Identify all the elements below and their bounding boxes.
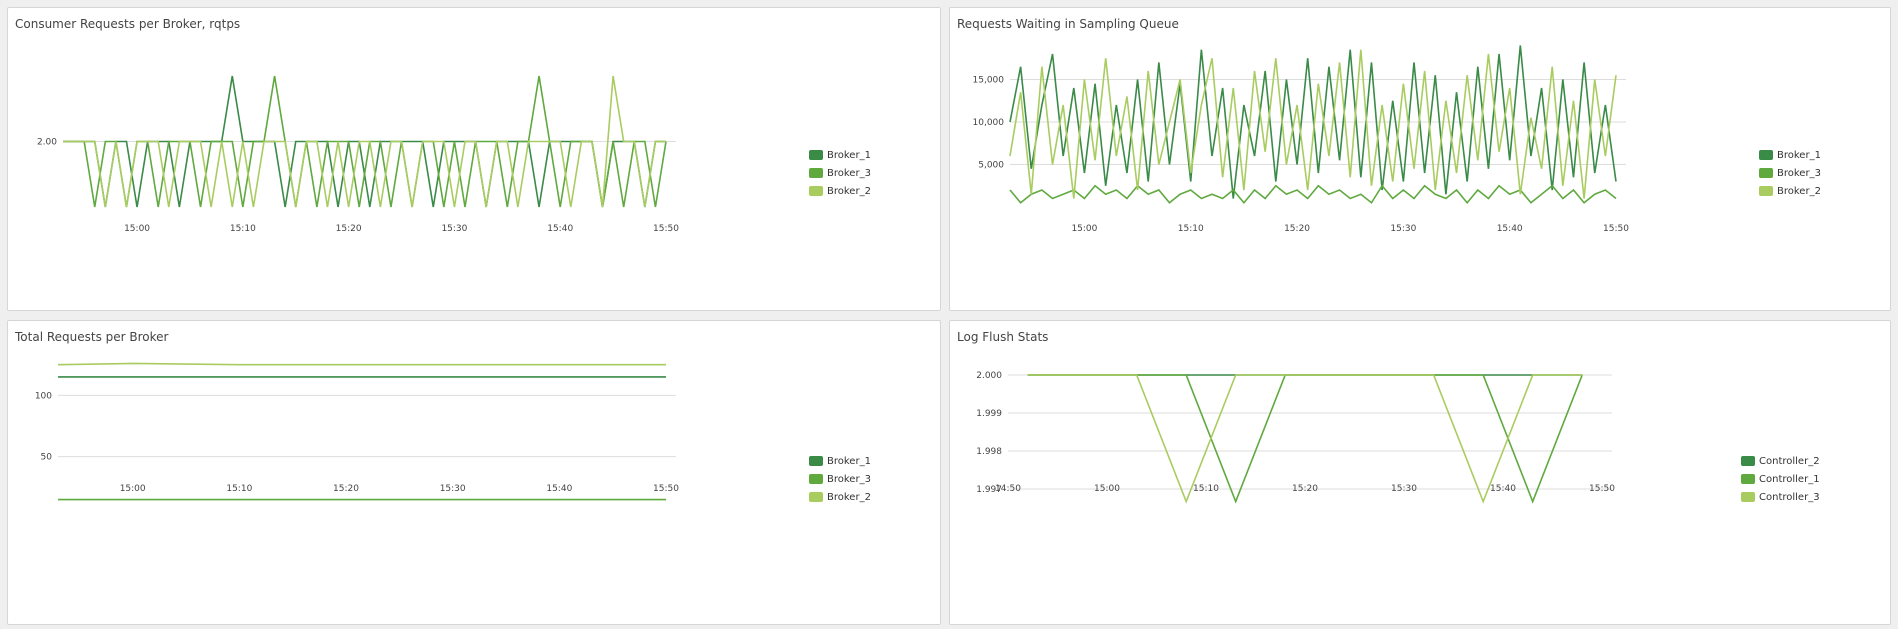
legend: Broker_1 Broker_3 Broker_2 xyxy=(809,452,871,506)
y-tick-label: 1.998 xyxy=(976,447,1002,457)
legend-swatch xyxy=(1759,150,1773,160)
legend-item[interactable]: Broker_2 xyxy=(1759,182,1821,200)
chart-total-requests: 50 100 15:00 15:10 15:20 15:30 15:40 15:50 xyxy=(35,362,679,501)
x-tick-label: 15:20 xyxy=(1292,484,1318,494)
legend-item[interactable]: Broker_1 xyxy=(809,452,871,470)
x-tick-label: 15:00 xyxy=(124,224,150,234)
legend-swatch xyxy=(809,492,823,502)
series-line-broker_1 xyxy=(63,75,666,208)
y-tick-label: 2.00 xyxy=(37,138,57,148)
x-tick-label: 15:10 xyxy=(230,224,256,234)
x-tick-label: 15:10 xyxy=(1193,484,1219,494)
x-tick-label: 15:30 xyxy=(1390,224,1416,234)
y-tick-label: 1.997 xyxy=(976,485,1002,495)
legend-item[interactable]: Controller_2 xyxy=(1741,452,1820,470)
legend-swatch xyxy=(809,150,823,160)
series-line-broker_2 xyxy=(1009,49,1617,199)
x-tick-label: 15:20 xyxy=(1284,224,1310,234)
x-tick-label: 15:10 xyxy=(1178,224,1204,234)
chart-panel-sampling-queue: Requests Waiting in Sampling Queue 5,000… xyxy=(949,7,1891,311)
legend-label: Controller_3 xyxy=(1759,491,1820,503)
x-tick-label: 14:50 xyxy=(995,484,1021,494)
legend-label: Broker_2 xyxy=(827,491,871,503)
x-tick-label: 15:40 xyxy=(546,484,572,494)
chart-panel-total-requests: Total Requests per Broker 50 100 15:00 15:1… xyxy=(7,320,941,625)
x-tick-label: 15:40 xyxy=(1490,484,1516,494)
legend-label: Broker_3 xyxy=(1777,167,1821,179)
x-tick-label: 15:20 xyxy=(333,484,359,494)
legend-item[interactable]: Broker_1 xyxy=(809,146,871,164)
y-tick-label: 50 xyxy=(41,453,53,463)
legend-label: Broker_1 xyxy=(1777,149,1821,161)
legend-item[interactable]: Broker_2 xyxy=(809,182,871,200)
chart-log-flush: 1.997 1.998 1.999 2.000 14:50 15:00 15:10 15:20… xyxy=(976,371,1615,504)
x-tick-label: 15:30 xyxy=(440,484,466,494)
legend-swatch xyxy=(809,186,823,196)
series-line-controller_1 xyxy=(1027,374,1583,504)
x-tick-label: 15:20 xyxy=(336,224,362,234)
legend-item[interactable]: Controller_1 xyxy=(1741,470,1820,488)
x-tick-label: 15:10 xyxy=(226,484,252,494)
legend-label: Broker_1 xyxy=(827,455,871,467)
y-tick-label: 100 xyxy=(35,391,52,401)
chart-panel-consumer-requests: Consumer Requests per Broker, rqtps 2.00… xyxy=(7,7,941,311)
x-tick-label: 15:00 xyxy=(1094,484,1120,494)
legend-label: Broker_2 xyxy=(827,185,871,197)
series-line-broker_1 xyxy=(1009,45,1617,199)
legend-swatch xyxy=(1741,456,1755,466)
panel-title: Log Flush Stats xyxy=(957,330,1049,344)
x-tick-label: 15:40 xyxy=(1497,224,1523,234)
x-tick-label: 15:50 xyxy=(1589,484,1615,494)
legend-item[interactable]: Broker_3 xyxy=(809,164,871,182)
x-tick-label: 15:30 xyxy=(1391,484,1417,494)
x-tick-label: 15:50 xyxy=(653,224,679,234)
legend: Broker_1 Broker_3 Broker_2 xyxy=(1759,146,1821,200)
legend-item[interactable]: Broker_3 xyxy=(809,470,871,488)
legend-label: Controller_2 xyxy=(1759,455,1820,467)
legend-item[interactable]: Controller_3 xyxy=(1741,488,1820,506)
x-tick-label: 15:00 xyxy=(1071,224,1097,234)
chart-sampling-queue: 5,000 10,000 15,000 15:00 15:10 15:20 15:30 15:… xyxy=(973,45,1629,234)
x-tick-label: 15:00 xyxy=(120,484,146,494)
series-line-broker_2 xyxy=(57,362,666,366)
legend-swatch xyxy=(1741,474,1755,484)
x-tick-label: 15:50 xyxy=(1603,224,1629,234)
legend-label: Broker_1 xyxy=(827,149,871,161)
chart-panel-log-flush: Log Flush Stats 1.997 1.998 1.999 2.000 14:5… xyxy=(949,320,1891,625)
x-tick-label: 15:30 xyxy=(441,224,467,234)
legend-item[interactable]: Broker_2 xyxy=(809,488,871,506)
legend: Broker_1 Broker_3 Broker_2 xyxy=(809,146,871,200)
y-tick-label: 10,000 xyxy=(973,118,1005,128)
panel-title: Total Requests per Broker xyxy=(15,330,169,344)
legend-swatch xyxy=(809,456,823,466)
x-tick-label: 15:50 xyxy=(653,484,679,494)
series-line-controller_3 xyxy=(1027,374,1583,504)
y-tick-label: 1.999 xyxy=(976,409,1002,419)
legend-label: Controller_1 xyxy=(1759,473,1820,485)
x-tick-label: 15:40 xyxy=(547,224,573,234)
legend: Controller_2 Controller_1 Controller_3 xyxy=(1741,452,1820,506)
legend-swatch xyxy=(1759,186,1773,196)
legend-label: Broker_3 xyxy=(827,167,871,179)
y-tick-label: 5,000 xyxy=(978,161,1004,171)
legend-item[interactable]: Broker_3 xyxy=(1759,164,1821,182)
legend-swatch xyxy=(1759,168,1773,178)
series-line-broker_2 xyxy=(63,75,666,208)
legend-swatch xyxy=(1741,492,1755,502)
panel-title: Requests Waiting in Sampling Queue xyxy=(957,17,1179,31)
chart-consumer-requests: 2.00 15:00 15:10 15:20 15:30 15:40 15:50 xyxy=(37,75,679,234)
legend-swatch xyxy=(809,168,823,178)
y-tick-label: 15,000 xyxy=(973,76,1005,86)
series-line-broker_3 xyxy=(1009,184,1617,204)
legend-item[interactable]: Broker_1 xyxy=(1759,146,1821,164)
panel-title: Consumer Requests per Broker, rqtps xyxy=(15,17,241,31)
y-tick-label: 2.000 xyxy=(976,371,1002,381)
legend-label: Broker_2 xyxy=(1777,185,1821,197)
legend-swatch xyxy=(809,474,823,484)
legend-label: Broker_3 xyxy=(827,473,871,485)
